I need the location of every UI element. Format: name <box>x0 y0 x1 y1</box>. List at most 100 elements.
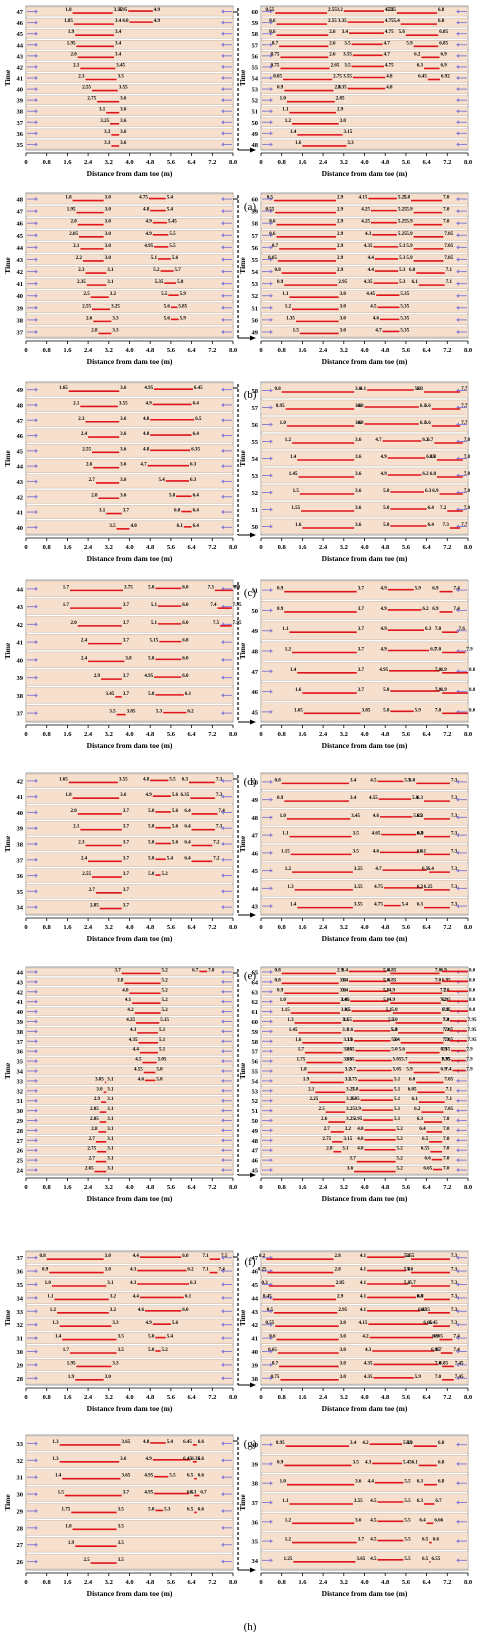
segment-end-label: 3.8 <box>125 656 132 661</box>
left-arrowhead-icon <box>35 999 38 1004</box>
row-band <box>25 997 234 1006</box>
x-tick-label: 2.4 <box>319 1184 328 1191</box>
segment-start-label: 4.1 <box>360 1308 367 1313</box>
row-band <box>25 73 234 83</box>
x-tick-label: 7.2 <box>443 731 451 738</box>
row-band <box>260 518 469 535</box>
segment-start-label: 1.8 <box>300 1068 307 1073</box>
segment-start-label: 1.3 <box>52 1321 59 1326</box>
x-tick-label: 5.6 <box>402 924 411 931</box>
segment-start-label: 5.1 <box>151 603 158 608</box>
segment-end-label: 3.3 <box>112 1361 119 1366</box>
row-band <box>25 1520 234 1536</box>
left-arrowhead-icon <box>270 87 273 92</box>
segment-start-label: 2.7 <box>89 1137 96 1142</box>
right-arrowhead-icon <box>456 281 459 286</box>
segment-start-label: 3.0 <box>96 1087 103 1092</box>
panel-f: 44 3.7 5.2 6.7 7.043 3.8 5.242 4.0 5.241 4.1 5.240… <box>3 966 477 1268</box>
right-arrowhead-icon <box>221 1525 224 1530</box>
x-tick-label: 4.0 <box>125 924 133 931</box>
right-arrowhead-icon <box>221 1475 224 1480</box>
segment-end-label: 3.4 <box>115 19 122 24</box>
x-tick-label: 0 <box>259 1579 262 1586</box>
y-axis-label: Time <box>3 257 12 274</box>
left-arrowhead-icon <box>270 9 273 14</box>
row-band <box>25 474 234 489</box>
connector-arrow-icon <box>250 1567 256 1573</box>
segment-end-label: 6.4 <box>428 506 435 511</box>
right-arrowhead-icon <box>221 1441 224 1446</box>
segment-end-label: 2.55 <box>328 8 337 13</box>
subplot-right: 60 0.55 2.55 3.2 4.755.25 6.859 0.6 2.55 3.35 4.7… <box>238 5 472 178</box>
segment-start-label: 0.65 <box>268 256 277 261</box>
time-tick-label: 38 <box>17 1029 24 1036</box>
segment-end-label: 3.0 <box>340 316 347 321</box>
right-arrowhead-icon <box>221 657 224 662</box>
segment-end-label: 6.6 <box>433 1538 440 1543</box>
left-arrowhead-icon <box>270 868 273 873</box>
segment-end-label: 3.7 <box>123 639 130 644</box>
segment-end-label: 3.7 <box>123 856 130 861</box>
time-tick-label: 37 <box>17 329 24 336</box>
segment-start-label: 7.0 <box>435 668 442 673</box>
segment-end-label: 5.0 <box>391 1018 398 1023</box>
left-arrowhead-icon <box>270 1362 273 1367</box>
time-tick-label: 40 <box>17 525 24 532</box>
time-tick-label: 44 <box>17 969 24 976</box>
row-band <box>25 428 234 443</box>
segment-start-label: 7.35 <box>441 1058 450 1063</box>
right-arrowhead-icon <box>456 1295 459 1300</box>
x-tick-label: 8.0 <box>229 544 237 551</box>
row-band <box>25 805 234 820</box>
segment-start-label: 4.8 <box>143 447 150 452</box>
row-band <box>260 1332 469 1345</box>
segment-start-label: 3.85 <box>351 1097 360 1102</box>
segment-end-label: 3.0 <box>340 1361 347 1366</box>
segment-start-label: 6.1 <box>412 1460 419 1465</box>
segment-start-label: 5.9 <box>406 232 413 237</box>
row-band <box>25 1435 234 1452</box>
time-tick-label: 53 <box>252 281 259 288</box>
row-band <box>25 1345 234 1358</box>
left-arrowhead-icon <box>270 649 273 653</box>
row-band <box>25 1291 234 1304</box>
segment-end-label: 7.05 <box>444 1038 453 1043</box>
segment-start-label: 1.95 <box>67 208 76 213</box>
row-band <box>260 1372 469 1385</box>
plot-frame <box>25 192 234 339</box>
x-tick-label: 8.0 <box>229 1579 237 1586</box>
x-tick-label: 5.6 <box>167 1579 176 1586</box>
segment-end-label: 3.7 <box>123 509 130 514</box>
left-arrowhead-icon <box>270 473 273 478</box>
x-tick-label: 5.6 <box>167 159 176 166</box>
segment-end-label: 3.7 <box>123 1491 130 1496</box>
segment-end-label: 6.8 <box>438 1441 445 1446</box>
right-arrowhead-icon <box>221 209 224 214</box>
segment-start-label: 4.6 <box>373 814 380 819</box>
x-tick-label: 2.4 <box>319 159 328 166</box>
left-arrowhead-icon <box>35 197 38 202</box>
segment-end-label: 6.9 <box>441 1048 448 1053</box>
segment-start-label: 3.95 <box>118 8 127 13</box>
subplot-left: 44 1.7 3.75 5.0 6.0 7.3 8.043 1.7 3.7 5.1 6.0 7.4 7.… <box>3 579 242 750</box>
x-tick-label: 6.4 <box>423 1394 432 1401</box>
segment-end-label: 2.85 <box>336 1281 345 1286</box>
x-tick-label: 2.4 <box>319 924 328 931</box>
x-tick-label: 5.6 <box>167 1184 176 1191</box>
time-tick-label: 48 <box>252 649 259 656</box>
row-band <box>25 1537 234 1553</box>
segment-start-label: 4.3 <box>130 1268 137 1273</box>
segment-end-label: 3.0 <box>105 1254 112 1259</box>
time-tick-label: 46 <box>17 20 24 27</box>
segment-start-label: 3.5 <box>109 710 116 715</box>
segment-start-label: 1.4 <box>55 1335 62 1340</box>
segment-start-label: 4.9 <box>146 401 153 406</box>
segment-start-label: 1.0 <box>45 1281 52 1286</box>
segment-end-label: 5.9 <box>415 587 422 592</box>
time-tick-label: 24 <box>17 1168 24 1175</box>
left-arrowhead-icon <box>35 109 38 114</box>
segment-end-label: 7.0 <box>443 1018 450 1023</box>
segment-start-label: 3.45 <box>106 692 115 697</box>
row-band <box>25 1165 234 1175</box>
segment-end-label: 5.4 <box>167 196 174 201</box>
